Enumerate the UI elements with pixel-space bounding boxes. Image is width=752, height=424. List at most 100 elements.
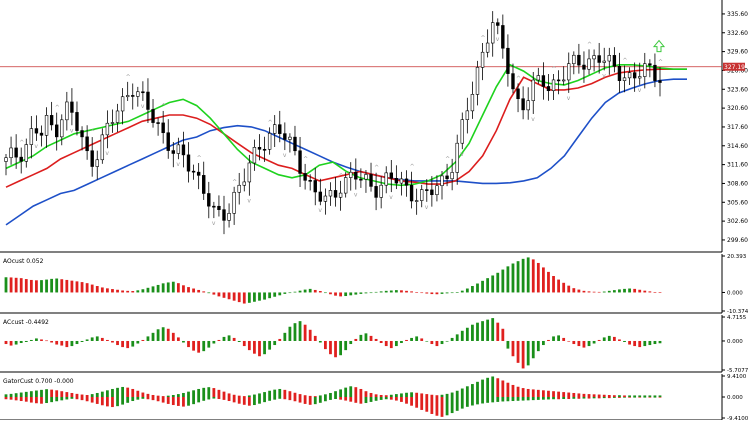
fractal-down: v xyxy=(496,36,500,43)
gator-lower-bar xyxy=(50,397,54,403)
gator-lower-bar xyxy=(202,397,206,401)
gator-upper-bar xyxy=(592,394,596,397)
histogram-bar xyxy=(359,334,363,341)
histogram-bar xyxy=(258,340,261,357)
histogram-bar xyxy=(501,328,505,341)
histogram-bar xyxy=(19,340,23,344)
histogram-bar xyxy=(4,277,8,293)
gator-lower-bar xyxy=(486,397,490,403)
gator-upper-bar xyxy=(400,393,403,397)
candle-body xyxy=(232,191,236,214)
gator-lower-bar xyxy=(547,397,550,400)
gator-upper-bar xyxy=(491,376,495,397)
fractal-up: ^ xyxy=(268,119,273,126)
histogram-bar xyxy=(217,292,221,297)
gator-upper-bar xyxy=(536,389,540,397)
gator-upper-bar xyxy=(258,393,261,397)
histogram-bar xyxy=(60,340,64,346)
candle-body xyxy=(546,86,551,92)
gator-lower-bar xyxy=(288,397,292,401)
indicator-tick-label: -9.4100 xyxy=(727,416,749,420)
histogram-bar xyxy=(628,288,631,293)
histogram-bar xyxy=(222,292,226,298)
histogram-bar xyxy=(217,339,221,341)
gator-lower-bar xyxy=(384,397,388,400)
gator-lower-bar xyxy=(465,397,469,407)
gator-upper-bar xyxy=(176,394,180,397)
gator-upper-bar xyxy=(369,392,373,397)
candle-body xyxy=(131,95,135,97)
histogram-bar xyxy=(161,327,165,341)
histogram-bar xyxy=(415,336,419,341)
indicator-title: ACcust -0.4492 xyxy=(3,319,49,326)
histogram-bar xyxy=(648,291,652,293)
gator-upper-bar xyxy=(384,395,388,397)
gator-lower-bar xyxy=(450,397,454,414)
gator-upper-bar xyxy=(40,389,43,397)
candle-body xyxy=(9,147,13,159)
current-price-label: 327.19 xyxy=(724,64,745,71)
candle-body xyxy=(349,171,353,178)
indicator-tick-label: 4.7155 xyxy=(727,315,747,321)
histogram-bar xyxy=(90,337,94,341)
gator-lower-bar xyxy=(394,397,398,401)
histogram-bar xyxy=(440,292,444,294)
gator-upper-bar xyxy=(187,391,190,397)
gator-upper-bar xyxy=(496,378,500,397)
gator-upper-bar xyxy=(597,394,601,397)
gator-upper-bar xyxy=(273,389,277,397)
gator-lower-bar xyxy=(85,397,89,402)
histogram-bar xyxy=(187,287,190,293)
fractal-down: v xyxy=(176,161,180,168)
gator-lower-bar xyxy=(607,397,611,399)
gator-lower-bar xyxy=(116,397,119,407)
candle-body xyxy=(632,72,637,79)
fractal-up: ^ xyxy=(552,66,557,73)
histogram-bar xyxy=(516,261,520,293)
candle-body xyxy=(156,122,160,124)
candle-body xyxy=(125,95,130,98)
gator-upper-bar xyxy=(298,394,302,397)
gator-lower-bar xyxy=(283,397,287,400)
candle-body xyxy=(359,178,363,181)
candle-body xyxy=(333,190,338,198)
gator-upper-bar xyxy=(222,391,226,397)
candle-body xyxy=(323,195,328,202)
histogram-bar xyxy=(263,292,266,300)
gator-upper-bar xyxy=(121,386,124,397)
histogram-bar xyxy=(506,340,510,349)
fractal-up: ^ xyxy=(55,105,60,112)
candle-body xyxy=(55,124,59,138)
candle-body xyxy=(288,136,292,140)
gator-lower-bar xyxy=(440,397,444,417)
histogram-bar xyxy=(182,285,185,293)
histogram-bar xyxy=(653,292,657,293)
price-tick-label: 332.60 xyxy=(727,30,748,37)
gator-lower-bar xyxy=(567,397,571,400)
candle-body xyxy=(146,91,150,110)
gator-upper-bar xyxy=(526,388,530,397)
histogram-bar xyxy=(572,340,576,345)
histogram-bar xyxy=(430,292,434,295)
gator-lower-bar xyxy=(516,397,520,401)
histogram-bar xyxy=(587,340,591,347)
candle-body xyxy=(597,55,601,63)
gator-lower-bar xyxy=(55,397,59,402)
histogram-bar xyxy=(324,292,327,294)
candle-body xyxy=(354,171,358,180)
histogram-bar xyxy=(547,271,550,293)
gator-lower-bar xyxy=(65,397,69,400)
histogram-bar xyxy=(242,292,246,304)
histogram-bar xyxy=(222,336,226,341)
histogram-bar xyxy=(496,272,500,293)
fractal-down: v xyxy=(34,143,38,150)
histogram-bar xyxy=(638,289,642,293)
histogram-bar xyxy=(136,340,140,344)
gator-lower-bar xyxy=(141,397,145,399)
histogram-bar xyxy=(131,291,135,293)
gator-lower-bar xyxy=(258,397,261,404)
histogram-bar xyxy=(35,338,38,341)
candle-body xyxy=(308,180,312,182)
gator-upper-bar xyxy=(182,392,185,397)
candle-body xyxy=(394,178,399,184)
